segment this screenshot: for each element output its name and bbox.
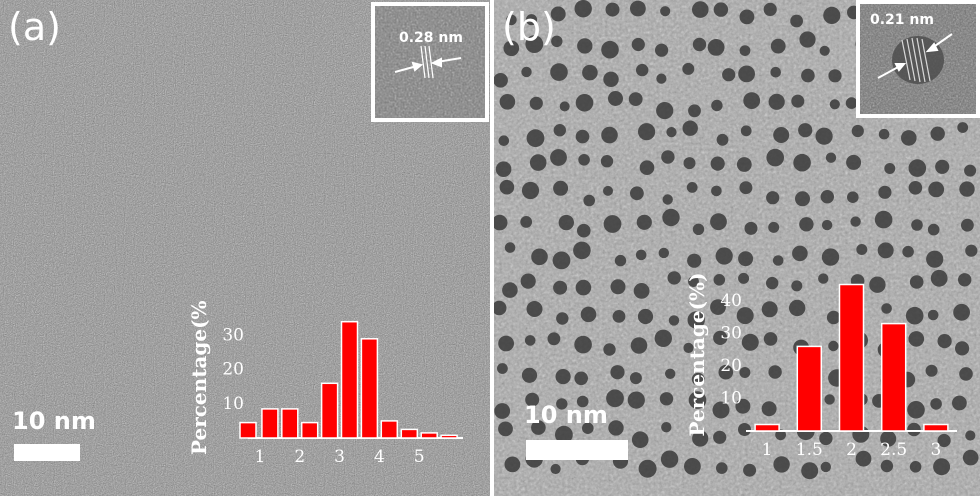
scalebar-b <box>526 440 628 460</box>
histogram-a-bar-8 <box>400 428 419 439</box>
histogram-b-y-tick-0: 10 <box>720 388 742 408</box>
hrtem-inset-a-image <box>375 6 485 118</box>
histogram-b-bar-0 <box>754 423 780 432</box>
panel-label-a: (a) <box>8 5 61 49</box>
histogram-a-y-tick-2: 30 <box>222 325 244 345</box>
histogram-b-y-tick-1: 20 <box>720 356 742 376</box>
panel-a-micrograph: (a) 0.28 nm 10 nm 10 20 30 1 2 3 4 5 Percentage(… <box>0 0 490 496</box>
histogram-a-x-tick-1: 2 <box>294 447 305 467</box>
panel-b-micrograph: (b) 0.21 nm 10 nm 10 20 30 40 1 1.5 2 2. <box>494 0 980 496</box>
hrtem-inset-a: 0.28 nm <box>371 2 489 122</box>
histogram-a-y-tick-1: 20 <box>222 360 244 380</box>
hrtem-inset-b: 0.21 nm <box>856 0 980 118</box>
histogram-a-x-tick-2: 3 <box>334 447 345 467</box>
histogram-a-bar-3 <box>300 421 319 439</box>
histogram-a-bar-6 <box>360 338 379 439</box>
size-histogram-a: 10 20 30 1 2 3 4 5 Percentage(%) <box>187 300 463 467</box>
histogram-b-bar-4 <box>923 423 949 432</box>
nanoparticles-b <box>494 0 979 480</box>
histogram-b-x-tick-2: 2 <box>846 440 857 460</box>
histogram-b-bar-1 <box>796 345 823 432</box>
histogram-a-bar-2 <box>281 408 299 439</box>
histogram-b-y-axis-label: Percentage(%) <box>685 272 709 436</box>
scalebar-a <box>14 444 80 461</box>
histogram-b-x-tick-3: 2.5 <box>880 440 907 460</box>
histogram-a-x-tick-0: 1 <box>254 447 265 467</box>
panel-label-b: (b) <box>502 5 556 49</box>
lattice-spacing-label-b: 0.21 nm <box>870 12 934 28</box>
histogram-b-x-tick-4: 3 <box>930 440 941 460</box>
scalebar-label-a: 10 nm <box>12 407 96 435</box>
measurement-arrows-b <box>877 33 953 79</box>
histogram-a-x-tick-3: 4 <box>374 447 385 467</box>
lattice-fringes-a <box>420 45 434 79</box>
histogram-b-x-tick-1: 1.5 <box>796 440 823 460</box>
size-histogram-b: 10 20 30 40 1 1.5 2 2.5 3 Percentage(%) <box>685 272 957 460</box>
lattice-spacing-label-a: 0.28 nm <box>399 30 463 46</box>
histogram-b-x-tick-0: 1 <box>762 440 773 460</box>
scalebar-label-b: 10 nm <box>524 401 608 429</box>
histogram-a-bar-4 <box>320 382 339 439</box>
histogram-a-y-axis-label: Percentage(%) <box>187 300 211 455</box>
hrtem-inset-b-image <box>860 4 976 114</box>
histogram-b-y-tick-3: 40 <box>720 291 742 311</box>
histogram-b-y-tick-2: 30 <box>720 323 742 343</box>
histogram-a-bar-1 <box>261 408 279 439</box>
histogram-b-bar-2 <box>838 283 865 432</box>
histogram-a-bar-9 <box>420 432 438 439</box>
histogram-a-bar-0 <box>239 421 257 439</box>
histogram-a-bar-10 <box>440 434 458 439</box>
measurement-arrows-a <box>394 57 462 73</box>
histogram-a-bar-5 <box>340 320 359 439</box>
histogram-a-y-tick-0: 10 <box>222 394 244 414</box>
histogram-a-bar-7 <box>380 420 399 439</box>
histogram-b-bar-3 <box>880 322 907 432</box>
lattice-fringes-b <box>901 37 931 83</box>
histogram-a-x-tick-4: 5 <box>414 447 425 467</box>
